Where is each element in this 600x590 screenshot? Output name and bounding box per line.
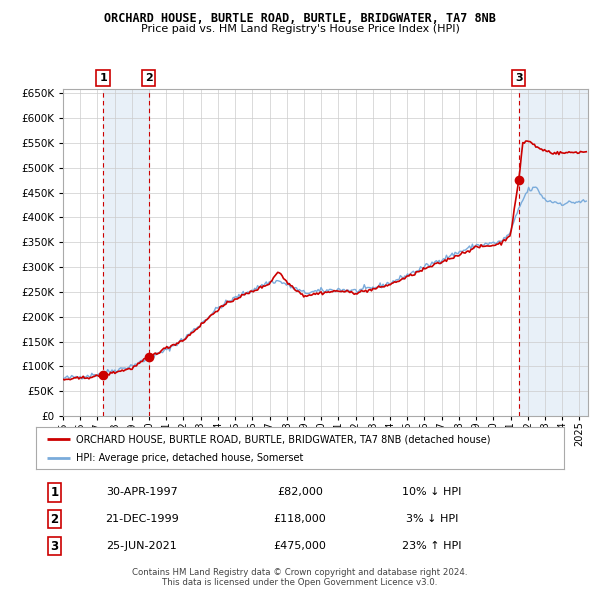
Text: 23% ↑ HPI: 23% ↑ HPI (402, 541, 462, 551)
Text: £82,000: £82,000 (277, 487, 323, 497)
Text: 3: 3 (515, 73, 523, 83)
Text: 1: 1 (50, 486, 59, 499)
Text: HPI: Average price, detached house, Somerset: HPI: Average price, detached house, Some… (76, 454, 303, 463)
Text: 10% ↓ HPI: 10% ↓ HPI (403, 487, 461, 497)
Text: Contains HM Land Registry data © Crown copyright and database right 2024.: Contains HM Land Registry data © Crown c… (132, 568, 468, 576)
Text: ORCHARD HOUSE, BURTLE ROAD, BURTLE, BRIDGWATER, TA7 8NB (detached house): ORCHARD HOUSE, BURTLE ROAD, BURTLE, BRID… (76, 434, 490, 444)
Text: 3: 3 (50, 540, 59, 553)
Text: 25-JUN-2021: 25-JUN-2021 (106, 541, 177, 551)
Bar (519, 88, 588, 416)
Text: 2: 2 (145, 73, 152, 83)
Text: £118,000: £118,000 (274, 514, 326, 525)
Text: 2: 2 (50, 513, 59, 526)
Text: £475,000: £475,000 (274, 541, 326, 551)
Bar (103, 88, 149, 416)
Text: 1: 1 (99, 73, 107, 83)
Text: ORCHARD HOUSE, BURTLE ROAD, BURTLE, BRIDGWATER, TA7 8NB: ORCHARD HOUSE, BURTLE ROAD, BURTLE, BRID… (104, 12, 496, 25)
Text: 3% ↓ HPI: 3% ↓ HPI (406, 514, 458, 525)
Text: Price paid vs. HM Land Registry's House Price Index (HPI): Price paid vs. HM Land Registry's House … (140, 24, 460, 34)
Text: 21-DEC-1999: 21-DEC-1999 (105, 514, 178, 525)
Text: 30-APR-1997: 30-APR-1997 (106, 487, 178, 497)
Text: This data is licensed under the Open Government Licence v3.0.: This data is licensed under the Open Gov… (163, 578, 437, 587)
